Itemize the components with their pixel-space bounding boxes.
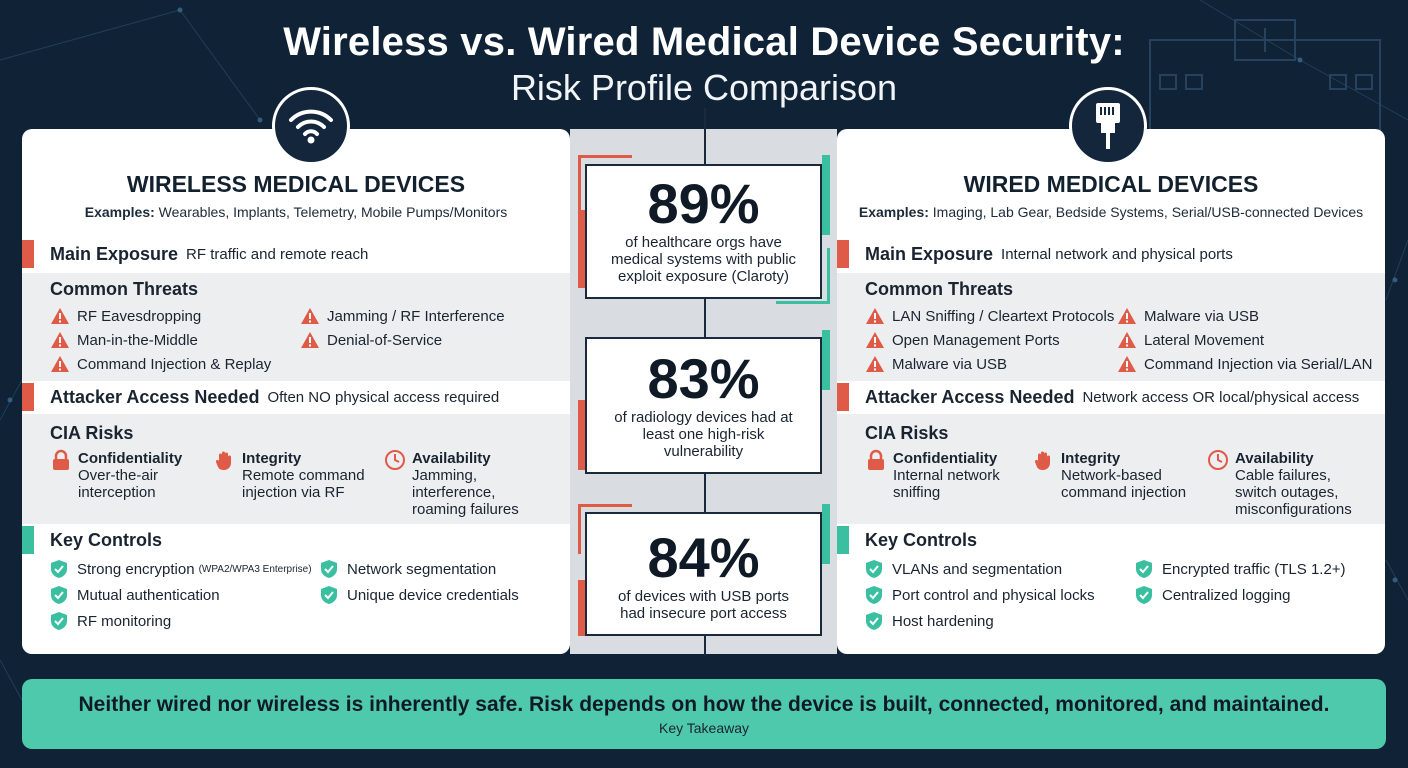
ethernet-plug-icon [1069,87,1147,165]
threat-item: Jamming / RF Interference [300,307,505,325]
stat-frame-accent [822,504,830,564]
stat-frame-accent [578,504,632,554]
hospital-building-icon [1149,19,1381,131]
threat-item: Command Injection & Replay [50,355,271,373]
shield-check-icon [321,560,337,578]
warning-icon [866,332,884,348]
cia-availability: Availability Jamming, interference, roaming… [384,450,519,518]
stat-card: 84% of devices with USB ports had insecu… [585,512,822,636]
wireless-cia-section: CIA Risks Confidentiality Over-the-air int… [22,414,570,524]
stat-frame-accent [578,155,632,211]
warning-icon [866,356,884,372]
stat-card: 83% of radiology devices had at least on… [585,337,822,474]
shield-check-icon [51,612,67,630]
shield-check-icon [1136,586,1152,604]
lock-icon [868,449,884,470]
threat-item: Malware via USB [1117,307,1259,325]
warning-icon [301,332,319,348]
stat-value: 89% [647,172,760,235]
cia-integrity: Integrity Network-based command injection [1033,450,1186,501]
control-item: Port control and physical locks [865,585,1095,605]
threat-item: RF Eavesdropping [50,307,201,325]
wired-title: WIRED MEDICAL DEVICES [963,171,1259,197]
warning-icon [301,308,319,324]
cia-availability: Availability Cable failures, switch outage… [1207,450,1352,518]
shield-check-icon [321,586,337,604]
page-subtitle: Risk Profile Comparison [510,67,898,108]
hand-stop-icon [1034,451,1050,470]
takeaway-text: Neither wired nor wireless is inherently… [78,693,1330,716]
clock-icon [1208,450,1228,470]
stat-frame-accent [578,580,586,636]
control-item: Unique device credentials [320,585,519,605]
page-title: Wireless vs. Wired Medical Device Securi… [283,20,1125,64]
stat-card: 89% of healthcare orgs have medical syst… [585,164,822,299]
threat-item: Lateral Movement [1117,331,1264,349]
header: Wireless vs. Wired Medical Device Securi… [0,20,1408,109]
wireless-controls-header: Key Controls [22,526,570,554]
threat-item: Denial-of-Service [300,331,442,349]
threat-item: Malware via USB [865,355,1007,373]
stat-value: 83% [647,347,760,410]
wired-cia-section: CIA Risks Confidentiality Internal networ… [837,414,1385,524]
cia-confidentiality: Confidentiality Over-the-air interception [50,449,182,501]
warning-icon [51,308,69,324]
warning-icon [51,356,69,372]
warning-icon [1118,356,1136,372]
threat-item: Command Injection via Serial/LAN [1117,355,1372,373]
control-item: VLANs and segmentation [865,559,1062,579]
wired-exposure-row: Main Exposure Internal network and physi… [837,240,1385,268]
stat-frame-accent [578,400,586,470]
wireless-threats-section: Common Threats RF Eavesdropping Jamming … [22,273,570,381]
shield-check-icon [51,586,67,604]
lock-icon [53,449,69,470]
threat-item: LAN Sniffing / Cleartext Protocols [865,307,1114,325]
control-item: Mutual authentication [50,585,220,605]
warning-icon [51,332,69,348]
takeaway-label: Key Takeaway [658,720,749,736]
wireless-examples: Examples: Wearables, Implants, Telemetry… [84,204,508,220]
clock-icon [385,450,405,470]
control-item: Centralized logging [1135,585,1290,605]
cia-integrity: Integrity Remote command injection via RF [214,450,365,501]
shield-check-icon [51,560,67,578]
shield-check-icon [866,612,882,630]
shield-check-icon [866,586,882,604]
control-item: Host hardening [865,611,994,631]
warning-icon [866,308,884,324]
wireless-access-row: Attacker Access Needed Often NO physical… [22,383,570,411]
wireless-exposure-row: Main Exposure RF traffic and remote reac… [22,240,570,268]
stat-frame-accent [776,248,830,304]
wired-panel: WIRED MEDICAL DEVICES Examples: Imaging,… [837,129,1385,654]
cia-confidentiality: Confidentiality Internal network sniffing [865,449,1000,501]
stat-frame-accent [822,155,830,235]
wired-access-row: Attacker Access Needed Network access OR… [837,383,1385,411]
warning-icon [1118,332,1136,348]
control-item: Network segmentation [320,559,496,579]
threat-item: Open Management Ports [865,331,1060,349]
shield-check-icon [866,560,882,578]
wired-threats-section: Common Threats LAN Sniffing / Cleartext … [837,273,1385,381]
control-item: Strong encryption (WPA2/WPA3 Enterprise) [50,559,312,579]
threat-item: Man-in-the-Middle [50,331,198,349]
control-item: Encrypted traffic (TLS 1.2+) [1135,559,1346,579]
hand-stop-icon [215,451,231,470]
wired-controls-header: Key Controls [837,526,1385,554]
takeaway-banner: Neither wired nor wireless is inherently… [22,679,1386,749]
wired-examples: Examples: Imaging, Lab Gear, Bedside Sys… [858,204,1364,220]
wireless-title: WIRELESS MEDICAL DEVICES [126,171,466,197]
wifi-icon [272,87,350,165]
warning-icon [1118,308,1136,324]
stat-value: 84% [647,526,760,589]
shield-check-icon [1136,560,1152,578]
stat-frame-accent [822,330,830,390]
control-item: RF monitoring [50,611,171,631]
wireless-panel: WIRELESS MEDICAL DEVICES Examples: Weara… [22,129,570,654]
stat-frame-accent [578,210,586,288]
